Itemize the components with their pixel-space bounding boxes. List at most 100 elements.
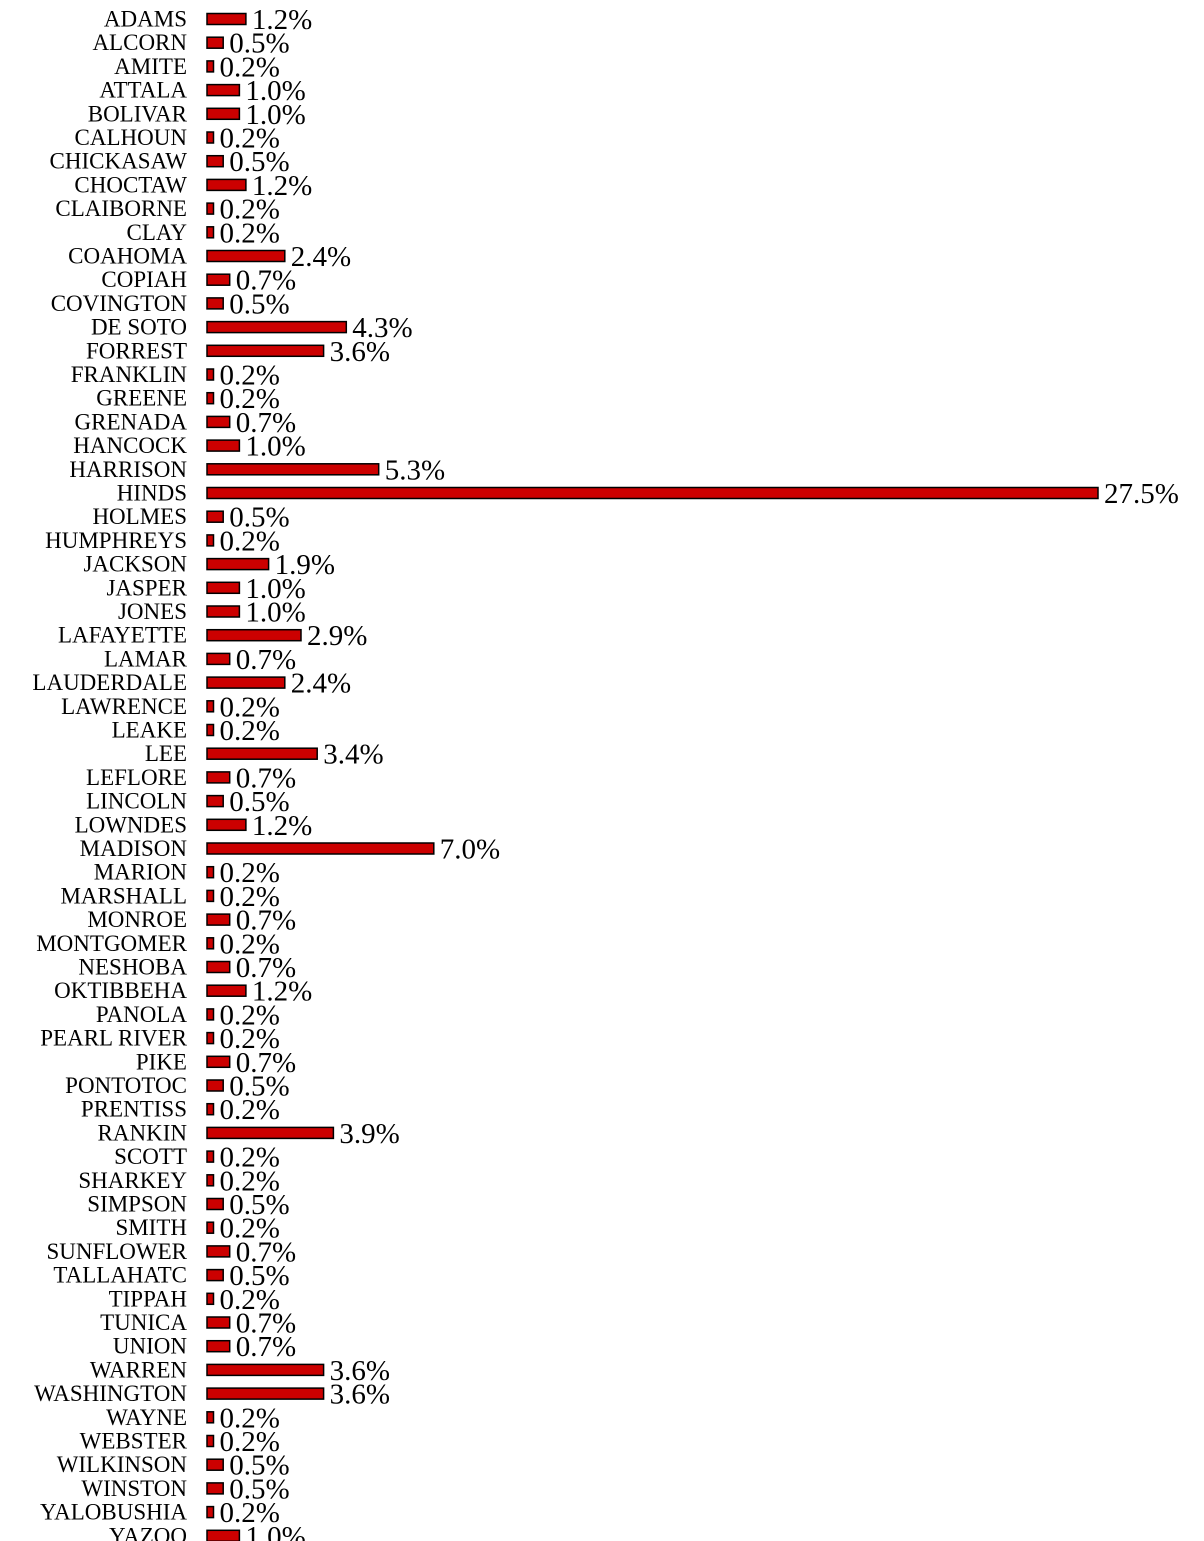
bar-choctaw bbox=[206, 178, 247, 192]
value-label-harrison: 5.3% bbox=[385, 454, 445, 486]
bar-attala bbox=[206, 83, 241, 97]
bar-pontotoc bbox=[206, 1079, 224, 1092]
category-label-forrest: FORREST bbox=[86, 338, 187, 363]
value-label-tunica: 0.7% bbox=[236, 1308, 296, 1340]
value-label-covington: 0.5% bbox=[229, 288, 289, 320]
bar-washington bbox=[206, 1387, 325, 1400]
value-label-madison: 7.0% bbox=[440, 834, 500, 866]
bar-wilkinson bbox=[206, 1458, 224, 1471]
category-label-yazoo: YAZOO bbox=[109, 1523, 187, 1541]
category-label-oktibbeha: OKTIBBEHA bbox=[54, 978, 187, 1003]
value-label-monroe: 0.7% bbox=[236, 905, 296, 937]
bar-tunica bbox=[206, 1316, 231, 1329]
bar-hinds bbox=[206, 486, 1099, 500]
bar-marion bbox=[206, 865, 215, 879]
category-labels-layer: ADAMSALCORNAMITEATTALABOLIVARCALHOUNCHIC… bbox=[32, 7, 187, 1541]
value-label-jasper: 1.0% bbox=[245, 573, 305, 605]
category-label-hancock: HANCOCK bbox=[73, 433, 187, 458]
value-label-wilkinson: 0.5% bbox=[229, 1450, 289, 1482]
category-label-marion: MARION bbox=[94, 860, 188, 885]
category-label-chickasaw: CHICKASAW bbox=[50, 149, 188, 174]
value-label-de-soto: 4.3% bbox=[352, 312, 412, 344]
value-label-pearl-river: 0.2% bbox=[220, 1023, 280, 1055]
value-label-pike: 0.7% bbox=[236, 1047, 296, 1079]
bar-lincoln bbox=[206, 794, 224, 808]
value-label-humphreys: 0.2% bbox=[220, 525, 280, 557]
value-label-rankin: 3.9% bbox=[339, 1118, 399, 1150]
category-label-pearl-river: PEARL RIVER bbox=[40, 1026, 187, 1051]
category-label-lafayette: LAFAYETTE bbox=[58, 623, 187, 648]
category-label-lauderdale: LAUDERDALE bbox=[32, 670, 187, 695]
category-label-humphreys: HUMPHREYS bbox=[45, 528, 187, 553]
bar-monroe bbox=[206, 913, 231, 926]
bar-warren bbox=[206, 1363, 325, 1377]
value-label-hancock: 1.0% bbox=[245, 431, 305, 463]
bar-pearl-river bbox=[206, 1031, 215, 1045]
bar-amite bbox=[206, 60, 215, 73]
value-label-marion: 0.2% bbox=[220, 857, 280, 889]
bar-adams bbox=[206, 12, 247, 26]
category-label-amite: AMITE bbox=[114, 54, 187, 79]
category-label-sharkey: SHARKEY bbox=[78, 1168, 187, 1193]
category-label-jones: JONES bbox=[118, 599, 187, 624]
category-label-warren: WARREN bbox=[90, 1357, 188, 1382]
value-label-coahoma: 2.4% bbox=[291, 241, 351, 273]
category-label-alcorn: ALCORN bbox=[92, 30, 187, 55]
value-label-panola: 0.2% bbox=[220, 999, 280, 1031]
category-label-hinds: HINDS bbox=[117, 481, 187, 506]
category-label-copiah: COPIAH bbox=[101, 267, 187, 292]
category-label-harrison: HARRISON bbox=[69, 457, 187, 482]
value-label-winston: 0.5% bbox=[229, 1473, 289, 1505]
bar-franklin bbox=[206, 368, 215, 381]
bar-claiborne bbox=[206, 202, 215, 215]
bar-union bbox=[206, 1339, 231, 1353]
value-label-lawrence: 0.2% bbox=[220, 691, 280, 723]
bar-madison bbox=[206, 842, 435, 855]
category-label-lamar: LAMAR bbox=[104, 646, 188, 671]
bar-lawrence bbox=[206, 700, 215, 713]
value-label-sharkey: 0.2% bbox=[220, 1165, 280, 1197]
category-label-neshoba: NESHOBA bbox=[78, 955, 187, 980]
value-label-yazoo: 1.0% bbox=[245, 1521, 305, 1541]
value-label-chickasaw: 0.5% bbox=[229, 146, 289, 178]
value-label-marshall: 0.2% bbox=[220, 881, 280, 913]
value-label-prentiss: 0.2% bbox=[220, 1094, 280, 1126]
category-label-simpson: SIMPSON bbox=[87, 1192, 187, 1217]
category-label-choctaw: CHOCTAW bbox=[74, 172, 187, 197]
bar-neshoba bbox=[206, 960, 231, 974]
bar-harrison bbox=[206, 463, 380, 476]
category-label-lowndes: LOWNDES bbox=[75, 812, 187, 837]
category-label-winston: WINSTON bbox=[81, 1476, 187, 1501]
bar-webster bbox=[206, 1434, 215, 1448]
bar-oktibbeha bbox=[206, 984, 247, 997]
category-label-holmes: HOLMES bbox=[92, 504, 187, 529]
bar-tippah bbox=[206, 1292, 215, 1306]
category-label-leake: LEAKE bbox=[112, 718, 187, 743]
value-label-montgomer: 0.2% bbox=[220, 928, 280, 960]
bar-calhoun bbox=[206, 131, 215, 144]
value-label-greene: 0.2% bbox=[220, 383, 280, 415]
category-label-pike: PIKE bbox=[136, 1049, 187, 1074]
value-label-yalobushia: 0.2% bbox=[220, 1497, 280, 1529]
bar-humphreys bbox=[206, 534, 215, 547]
category-label-calhoun: CALHOUN bbox=[75, 125, 188, 150]
category-label-covington: COVINGTON bbox=[51, 291, 188, 316]
value-label-grenada: 0.7% bbox=[236, 407, 296, 439]
category-label-attala: ATTALA bbox=[99, 78, 187, 103]
value-label-lamar: 0.7% bbox=[236, 644, 296, 676]
bar-bolivar bbox=[206, 107, 241, 121]
category-label-wilkinson: WILKINSON bbox=[57, 1452, 188, 1477]
category-label-bolivar: BOLIVAR bbox=[88, 101, 188, 126]
value-label-washington: 3.6% bbox=[330, 1379, 390, 1411]
value-label-calhoun: 0.2% bbox=[220, 123, 280, 155]
bar-tallahatc bbox=[206, 1268, 224, 1282]
bar-sharkey bbox=[206, 1174, 215, 1187]
category-label-claiborne: CLAIBORNE bbox=[55, 196, 187, 221]
category-label-wayne: WAYNE bbox=[106, 1405, 187, 1430]
category-label-scott: SCOTT bbox=[114, 1144, 187, 1169]
value-label-claiborne: 0.2% bbox=[220, 194, 280, 226]
bar-de-soto bbox=[206, 320, 348, 334]
bar-yalobushia bbox=[206, 1505, 215, 1519]
bar-lowndes bbox=[206, 818, 247, 832]
